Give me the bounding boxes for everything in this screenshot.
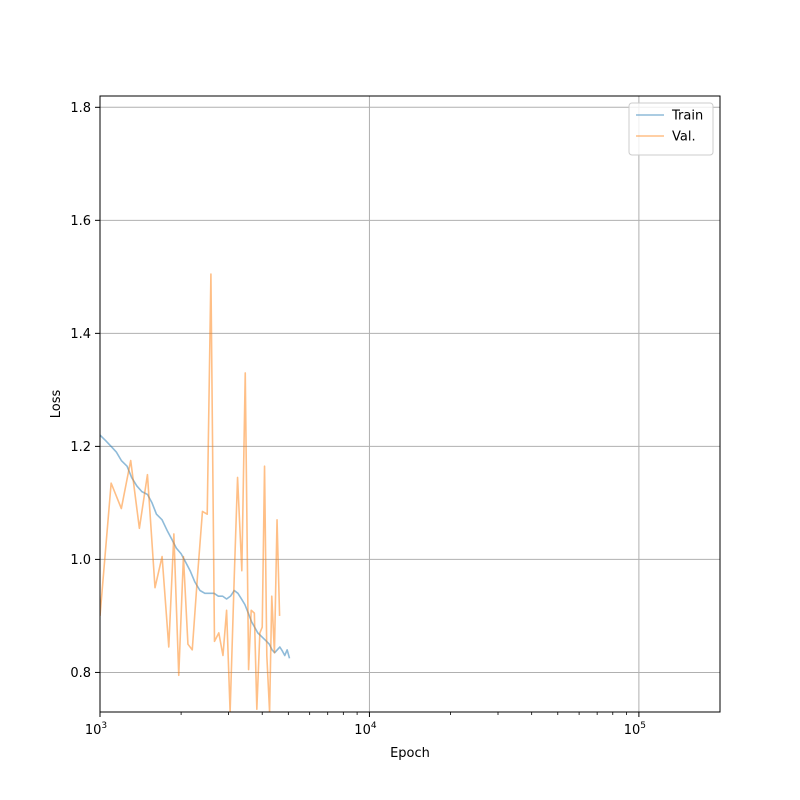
legend-label: Train [671,109,703,124]
x-tick-label: 105 [624,721,646,738]
x-tick-label: 103 [85,721,107,738]
plot-frame [99,95,721,713]
y-tick-label: 1.8 [70,101,91,116]
series-line-train [100,434,291,659]
legend: Train Val. [628,102,714,156]
legend-label: Val. [672,130,696,145]
y-axis-label: Loss [49,390,64,419]
y-tick-label: 1.0 [70,553,91,568]
ticks: 103 104 105 0.8 1.0 1.2 1.4 1.6 1.8 [70,101,646,738]
y-tick-label: 0.8 [70,666,91,681]
y-tick-label: 1.6 [70,214,91,229]
x-tick-label: 104 [354,721,377,738]
grid [100,96,720,712]
series-layer [100,273,291,712]
x-axis-label: Epoch [390,746,430,761]
y-tick-label: 1.4 [70,327,91,342]
y-tick-label: 1.2 [70,440,91,455]
series-line-val [100,273,281,712]
legend-box [628,102,714,156]
